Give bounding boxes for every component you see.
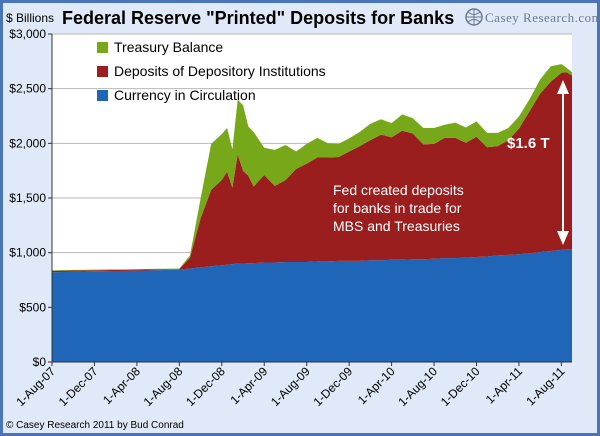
area-deposits-of-depository-institutions (52, 72, 572, 273)
x-tick-label: 1-Apr-08 (100, 364, 143, 407)
x-tick-label: 1-Dec-07 (56, 364, 101, 409)
delta-arrow (557, 80, 569, 245)
annotation-line: MBS and Treasuries (333, 218, 460, 234)
y-tick-label: $2,000 (9, 136, 46, 150)
brand-globe-lines (466, 9, 482, 25)
y-tick-label: $1,000 (9, 246, 46, 260)
credit-text: © Casey Research 2011 by Bud Conrad (6, 420, 184, 431)
x-tick-label: 1-Dec-09 (310, 364, 355, 409)
annotation-line: for banks in trade for (333, 200, 462, 216)
x-tick-label: 1-Dec-10 (438, 364, 483, 409)
x-tick-label: 1-Aug-10 (395, 364, 440, 409)
annotation-line: Fed created deposits (333, 182, 464, 198)
legend-swatch (97, 90, 108, 101)
legend-label: Treasury Balance (114, 39, 223, 55)
y-tick-label: $1,500 (9, 191, 46, 205)
x-tick-label: 1-Aug-07 (13, 364, 58, 409)
chart-title: Federal Reserve "Printed" Deposits for B… (62, 8, 454, 28)
y-tick-label: $500 (19, 300, 46, 314)
x-tick-label: 1-Aug-09 (268, 364, 313, 409)
brand-logo: Casey Research.com (465, 8, 600, 26)
y-tick-label: $3,000 (9, 27, 46, 41)
legend-swatch (97, 42, 108, 53)
annotation-note: Fed created deposits for banks in trade f… (333, 182, 464, 234)
y-tick-label: $0 (33, 355, 47, 369)
x-tick-label: 1-Apr-09 (227, 364, 270, 407)
x-tick-label: 1-Aug-08 (141, 364, 186, 409)
y-tick-label: $2,500 (9, 82, 46, 96)
x-tick-label: 1-Apr-11 (483, 364, 526, 407)
legend: Treasury Balance Deposits of Depository I… (97, 39, 326, 103)
legend-swatch (97, 66, 108, 77)
delta-label: $1.6 T (507, 135, 550, 152)
legend-label: Currency in Circulation (114, 87, 256, 103)
area-series (52, 64, 572, 362)
x-tick-label: 1-Apr-10 (355, 364, 398, 407)
unit-label: $ Billions (6, 11, 54, 25)
x-tick-label: 1-Dec-08 (183, 364, 228, 409)
x-tick-label: 1-Aug-11 (523, 364, 567, 408)
legend-label: Deposits of Depository Institutions (114, 63, 326, 79)
brand-text: Casey Research.com (485, 10, 600, 25)
area-currency-in-circulation (52, 249, 572, 362)
